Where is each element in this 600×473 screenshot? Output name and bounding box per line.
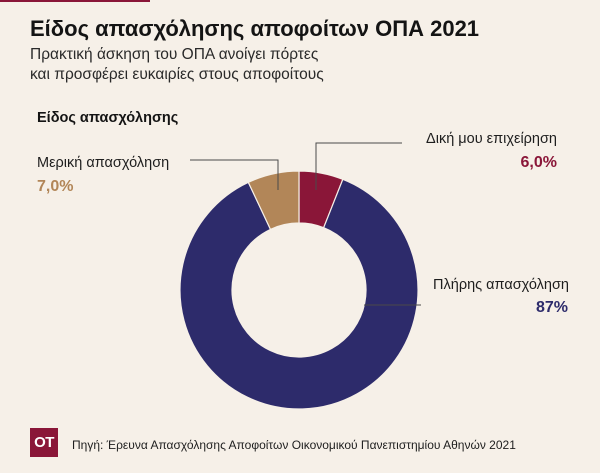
- chart-title: Είδος απασχόλησης αποφοίτων ΟΠΑ 2021: [30, 16, 480, 41]
- leader-line-part-time: [190, 159, 279, 190]
- subtitle-line-2: και προσφέρει ευκαιρίες στους αποφοίτους: [30, 66, 324, 83]
- top-accent-line: [0, 0, 150, 2]
- category-label-own-business: Δική μου επιχείρηση: [426, 131, 557, 147]
- value-label-own-business: 6,0%: [521, 154, 557, 171]
- chart-subtitle: Πρακτική άσκηση του ΟΠΑ ανοίγει πόρτες κ…: [30, 45, 324, 85]
- category-label-part-time: Μερική απασχόληση: [37, 155, 169, 171]
- subtitle-line-1: Πρακτική άσκηση του ΟΠΑ ανοίγει πόρτες: [30, 46, 319, 63]
- category-label-full-time: Πλήρης απασχόληση: [433, 277, 569, 293]
- slice-part-time: [247, 170, 300, 231]
- donut-slices: [179, 170, 419, 410]
- value-label-part-time: 7,0%: [37, 178, 73, 195]
- publisher-logo: ΟΤ: [30, 428, 58, 457]
- value-label-full-time: 87%: [536, 299, 568, 316]
- chart-heading: Είδος απασχόλησης: [37, 110, 179, 126]
- leader-line-own-business: [315, 142, 402, 190]
- source-note: Πηγή: Έρευνα Απασχόλησης Αποφοίτων Οικον…: [72, 438, 516, 452]
- slice-full-time: [179, 178, 419, 410]
